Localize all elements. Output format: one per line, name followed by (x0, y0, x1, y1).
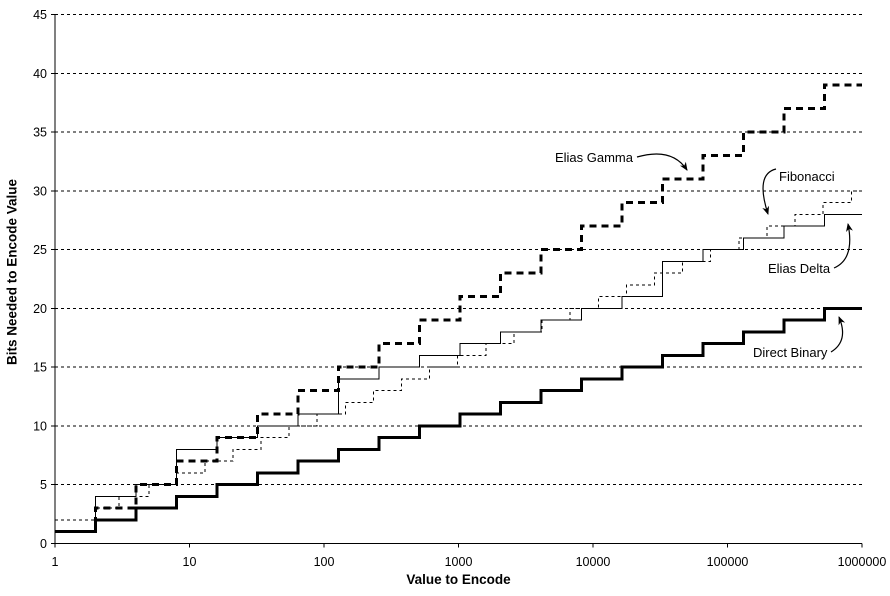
y-axis-title: Bits Needed to Encode Value (4, 178, 20, 366)
x-tick-label-1: 1 (52, 555, 59, 569)
x-tick-label-10: 10 (183, 555, 197, 569)
series-line-elias-gamma (55, 83, 862, 534)
y-tick-label-10: 10 (33, 419, 47, 433)
series-line-elias-delta (55, 213, 862, 533)
y-tick-label-30: 30 (33, 184, 47, 198)
x-tick-label-10000: 10000 (576, 555, 611, 569)
y-tick-label-40: 40 (33, 67, 47, 81)
annotation-arrow-elias-gamma (636, 153, 688, 171)
x-tick-label-1000000: 1000000 (838, 555, 887, 569)
series-line-fibonacci (55, 190, 862, 521)
y-tick-label-25: 25 (33, 243, 47, 257)
y-tick-label-15: 15 (33, 361, 47, 375)
series-line-direct-binary (55, 306, 862, 534)
y-tick-label-35: 35 (33, 126, 47, 140)
y-tick-label-45: 45 (33, 8, 47, 22)
y-tick-label-0: 0 (40, 537, 47, 551)
annotation-arrow-direct-binary (830, 316, 846, 353)
x-tick-label-1000: 1000 (445, 555, 473, 569)
annotation-arrow-elias-delta (833, 223, 853, 269)
x-tick-label-100: 100 (314, 555, 335, 569)
x-tick-label-100000: 100000 (707, 555, 749, 569)
y-tick-label-20: 20 (33, 302, 47, 316)
annotation-label-elias-gamma: Elias Gamma (555, 150, 634, 165)
annotation-label-elias-delta: Elias Delta (768, 261, 831, 276)
y-tick-label-5: 5 (40, 478, 47, 492)
annotation-label-direct-binary: Direct Binary (753, 345, 828, 360)
annotation-arrow-fibonacci (762, 168, 777, 215)
x-axis-title: Value to Encode (406, 572, 511, 587)
annotation-label-fibonacci: Fibonacci (779, 169, 835, 184)
